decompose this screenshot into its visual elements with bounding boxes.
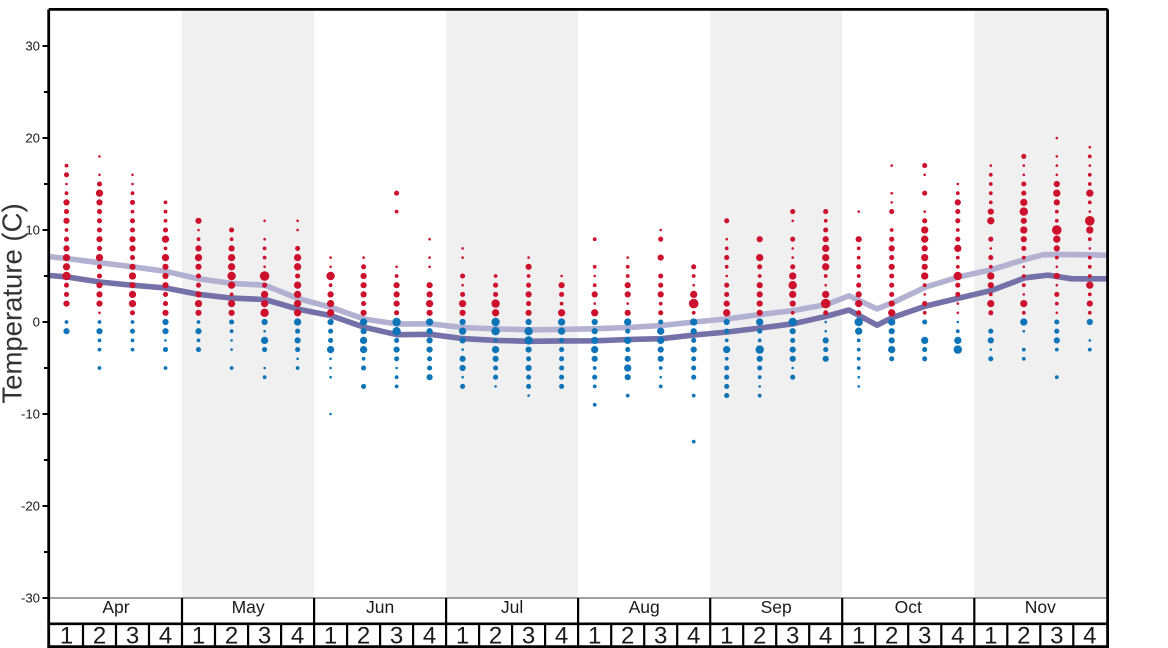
svg-text:1: 1 xyxy=(984,623,997,648)
svg-text:Oct: Oct xyxy=(895,597,922,617)
svg-text:2: 2 xyxy=(1017,623,1030,648)
svg-text:4: 4 xyxy=(423,623,436,648)
svg-text:4: 4 xyxy=(951,623,964,648)
svg-text:Jul: Jul xyxy=(501,597,523,617)
svg-text:1: 1 xyxy=(720,623,733,648)
svg-text:Sep: Sep xyxy=(761,597,792,617)
svg-text:2: 2 xyxy=(357,623,370,648)
svg-text:3: 3 xyxy=(126,623,139,648)
svg-text:4: 4 xyxy=(159,623,172,648)
svg-text:3: 3 xyxy=(258,623,271,648)
svg-text:1: 1 xyxy=(60,623,73,648)
svg-text:4: 4 xyxy=(687,623,700,648)
svg-text:0: 0 xyxy=(33,315,40,330)
svg-text:4: 4 xyxy=(819,623,832,648)
svg-text:1: 1 xyxy=(324,623,337,648)
svg-text:30: 30 xyxy=(25,39,40,54)
svg-text:10: 10 xyxy=(25,223,40,238)
svg-text:-10: -10 xyxy=(21,407,40,422)
svg-text:Apr: Apr xyxy=(102,597,129,617)
svg-text:-20: -20 xyxy=(21,499,40,514)
svg-text:20: 20 xyxy=(25,131,40,146)
svg-text:3: 3 xyxy=(654,623,667,648)
svg-text:3: 3 xyxy=(918,623,931,648)
svg-text:4: 4 xyxy=(555,623,568,648)
svg-text:3: 3 xyxy=(1050,623,1063,648)
svg-text:1: 1 xyxy=(588,623,601,648)
svg-text:4: 4 xyxy=(1083,623,1096,648)
svg-text:3: 3 xyxy=(390,623,403,648)
svg-text:2: 2 xyxy=(225,623,238,648)
svg-text:2: 2 xyxy=(489,623,502,648)
svg-text:Nov: Nov xyxy=(1025,597,1056,617)
svg-text:2: 2 xyxy=(93,623,106,648)
svg-text:2: 2 xyxy=(621,623,634,648)
svg-text:1: 1 xyxy=(852,623,865,648)
svg-text:1: 1 xyxy=(456,623,469,648)
svg-text:2: 2 xyxy=(753,623,766,648)
svg-text:May: May xyxy=(232,597,265,617)
svg-text:2: 2 xyxy=(885,623,898,648)
svg-text:4: 4 xyxy=(291,623,304,648)
svg-text:1: 1 xyxy=(192,623,205,648)
svg-text:Jun: Jun xyxy=(366,597,394,617)
svg-text:3: 3 xyxy=(786,623,799,648)
svg-text:3: 3 xyxy=(522,623,535,648)
svg-text:-30: -30 xyxy=(21,591,40,606)
svg-text:Aug: Aug xyxy=(629,597,660,617)
svg-text:Temperature (C): Temperature (C) xyxy=(0,203,28,403)
